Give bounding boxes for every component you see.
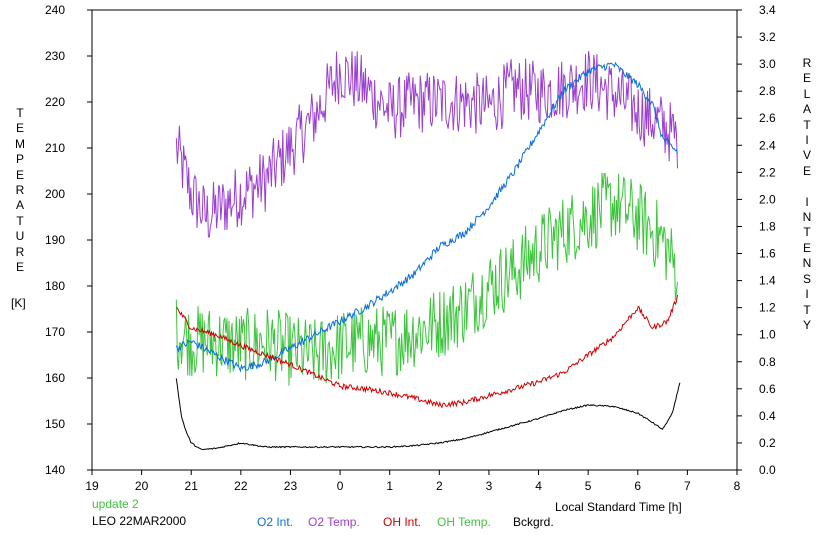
x-tick-label: 19 [85, 479, 99, 493]
x-tick-label: 4 [535, 479, 542, 493]
y-tick-label-right: 0.6 [759, 382, 776, 396]
y-axis-title-left: T E M P E R A T U R E [15, 106, 25, 275]
station-date-label: LEO 22MAR2000 [92, 514, 187, 528]
y-tick-label-left: 140 [45, 463, 65, 477]
y-tick-label-left: 190 [45, 233, 65, 247]
legend-entry: Bckgrd. [513, 515, 554, 529]
y-tick-label-right: 3.2 [759, 30, 776, 44]
x-tick-label: 2 [436, 479, 443, 493]
y-tick-label-left: 160 [45, 371, 65, 385]
y-tick-label-left: 240 [45, 3, 65, 17]
x-tick-label: 6 [634, 479, 641, 493]
y-tick-label-left: 210 [45, 141, 65, 155]
y-tick-label-right: 2.8 [759, 84, 776, 98]
y-tick-label-right: 2.4 [759, 138, 776, 152]
legend: O2 Int. O2 Temp. OH Int. OH Temp. Bckgrd. [257, 515, 554, 529]
y-tick-label-right: 0.4 [759, 409, 776, 423]
y-tick-label-left: 170 [45, 325, 65, 339]
x-tick-label: 5 [585, 479, 592, 493]
y-tick-label-right: 3.0 [759, 57, 776, 71]
x-tick-label: 21 [185, 479, 199, 493]
x-tick-label: 8 [734, 479, 741, 493]
legend-entry: O2 Temp. [308, 515, 360, 529]
y-tick-label-right: 1.6 [759, 247, 776, 261]
y-tick-label-left: 200 [45, 187, 65, 201]
y-tick-label-left: 180 [45, 279, 65, 293]
x-tick-label: 23 [284, 479, 298, 493]
series-line-oh-temp [175, 172, 678, 386]
plot-frame [91, 9, 738, 471]
x-tick-label: 3 [486, 479, 493, 493]
x-tick-label: 0 [337, 479, 344, 493]
y-axis-title-right: R E L A T I V E I N T E N S I T Y [802, 56, 812, 332]
y-tick-label-right: 1.4 [759, 274, 776, 288]
series-line-bckgrd [175, 378, 681, 451]
legend-entry: OH Int. [383, 515, 421, 529]
x-tick-label: 7 [684, 479, 691, 493]
series-line-o2-int [175, 61, 678, 373]
y-tick-label-right: 0.8 [759, 355, 776, 369]
y-tick-label-left: 230 [45, 49, 65, 63]
y-tick-label-right: 3.4 [759, 3, 776, 17]
y-tick-label-right: 0.2 [759, 436, 776, 450]
y-tick-label-left: 220 [45, 95, 65, 109]
x-tick-label: 22 [234, 479, 248, 493]
series-line-oh-int [176, 294, 678, 409]
y-tick-label-right: 2.0 [759, 192, 776, 206]
x-axis-title: Local Standard Time [h] [555, 500, 682, 514]
y-tick-label-right: 2.6 [759, 111, 776, 125]
legend-entry: OH Temp. [437, 515, 491, 529]
x-tick-label: 1 [386, 479, 393, 493]
y-tick-label-right: 1.2 [759, 301, 776, 315]
y-tick-label-right: 2.2 [759, 165, 776, 179]
series-line-o2-temp [175, 51, 678, 238]
x-tick-label: 20 [135, 479, 149, 493]
update-label: update 2 [92, 497, 139, 511]
y-axis-unit: [K] [11, 296, 26, 310]
y-tick-label-right: 1.0 [759, 328, 776, 342]
y-tick-label-right: 0.0 [759, 463, 776, 477]
legend-entry: O2 Int. [257, 515, 293, 529]
axis-ticks: 19 20 21 22 23 0 1 2 3 4 5 6 7 8140150160170180190200… [45, 3, 776, 493]
y-tick-label-left: 150 [45, 417, 65, 431]
y-tick-label-right: 1.8 [759, 219, 776, 233]
series-layer [175, 51, 681, 451]
